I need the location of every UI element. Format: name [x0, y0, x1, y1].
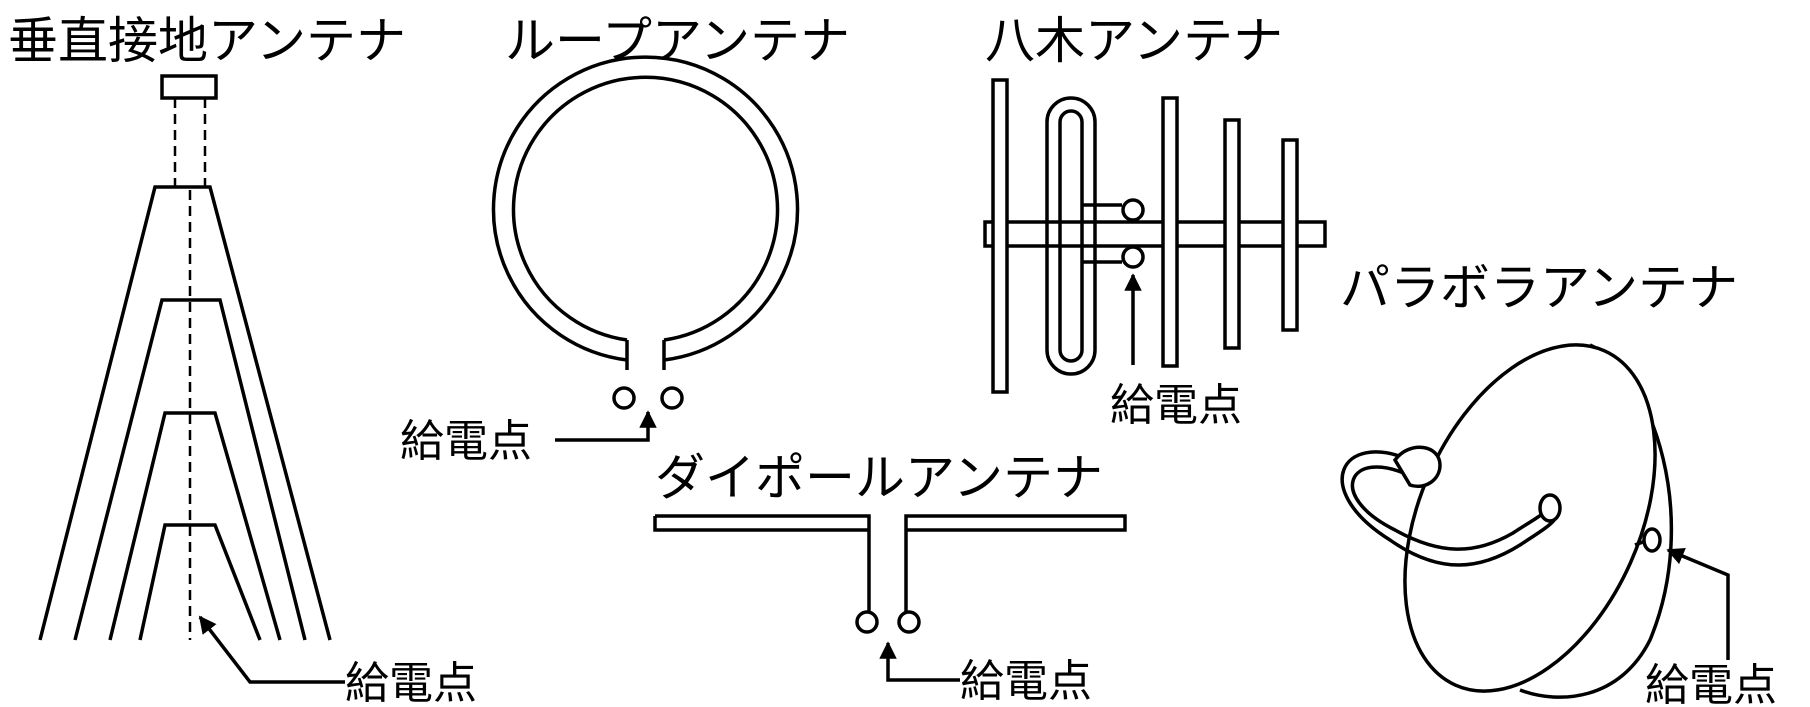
yagi-director-1: [1161, 96, 1179, 368]
feed-arm-inner: [1350, 465, 1548, 551]
loop-antenna: [491, 55, 800, 410]
yagi-folded-dipole-outer: [1045, 96, 1097, 376]
yagi-director-2: [1223, 118, 1241, 350]
feed-arrow-loop: [555, 410, 657, 442]
title-dipole-antenna: ダイポールアンテナ: [655, 449, 1103, 507]
feed-label-loop: 給電点: [400, 416, 532, 467]
feed-label-parabola: 給電点: [1645, 660, 1777, 707]
feed-label-vertical: 給電点: [345, 658, 477, 707]
title-yagi-antenna: 八木アンテナ: [985, 12, 1283, 70]
title-parabola-antenna: パラボラアンテナ: [1340, 259, 1738, 317]
yagi-reflector: [991, 78, 1009, 394]
feed-arrow-parabola: [1666, 547, 1730, 660]
feed-label-yagi: 給電点: [1110, 380, 1242, 431]
loop-feed-terminal-right: [660, 386, 684, 410]
yagi-folded-dipole-inner: [1058, 109, 1084, 363]
dipole-feed-terminal-right: [897, 610, 921, 634]
feed-arm-outer: [1340, 450, 1559, 567]
feed-arrow-vertical: [198, 615, 345, 684]
vertical-antenna-tower: [38, 74, 332, 641]
loop-feed-terminal-left: [612, 386, 636, 410]
feed-horn: [1392, 445, 1442, 488]
yagi-feed-terminal-top: [1121, 198, 1145, 222]
yagi-boom: [983, 220, 1327, 248]
dipole-feed-terminal-left: [855, 610, 879, 634]
feed-arm-mount: [1538, 493, 1562, 523]
title-vertical-antenna: 垂直接地アンテナ: [8, 12, 406, 70]
feed-arrow-dipole: [879, 641, 960, 682]
yagi-antenna: [983, 78, 1327, 394]
yagi-feed-terminal-bottom: [1121, 245, 1145, 269]
parabolic-antenna: [1340, 343, 1674, 699]
feed-label-dipole: 給電点: [960, 656, 1092, 707]
dipole-antenna: [653, 514, 1127, 634]
yagi-director-3: [1281, 138, 1299, 332]
parabola-feed-point: [1642, 527, 1662, 553]
